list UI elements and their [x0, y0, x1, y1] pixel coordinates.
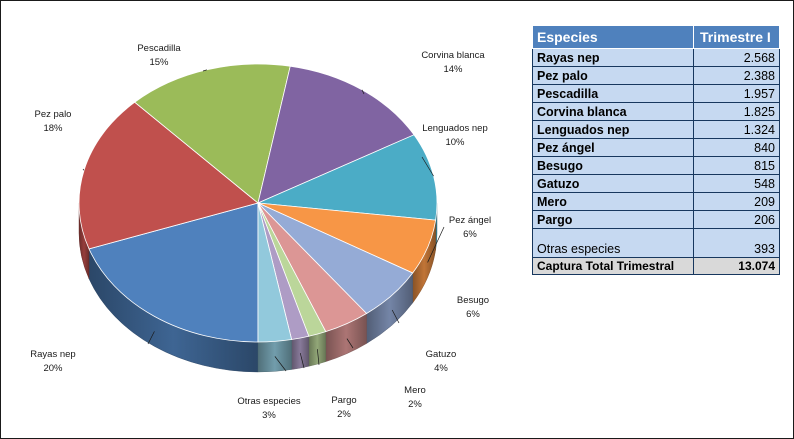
table-row-total: Captura Total Trimestral 13.074 [532, 257, 780, 275]
slice-label: Lenguados nep [422, 123, 488, 134]
pie-slice [78, 101, 259, 250]
slice-label: Otras especies [237, 396, 301, 407]
slice-label: Pescadilla [137, 43, 181, 54]
species-value: 1.825 [693, 102, 780, 121]
slice-percent-label: 4% [434, 363, 448, 374]
slice-percent-label: 14% [443, 64, 463, 75]
species-name: Pez palo [532, 66, 694, 85]
species-value: 1.324 [693, 120, 780, 139]
slice-label: Pez palo [35, 109, 72, 120]
slice-percent-label: 20% [43, 363, 63, 374]
species-value: 209 [693, 192, 780, 211]
table-row: Gatuzo 548 [532, 174, 780, 193]
table-row: Pargo 206 [532, 210, 780, 229]
species-name: Rayas nep [532, 48, 694, 67]
leader-line [427, 226, 445, 263]
species-table: Especies Trimestre I Rayas nep 2.568 Pez … [532, 25, 780, 275]
leader-line [346, 338, 354, 349]
slice-percent-label: 2% [337, 409, 351, 420]
slice-percent-label: 10% [445, 137, 465, 148]
table-row: Pez ángel 840 [532, 138, 780, 157]
species-value: 815 [693, 156, 780, 175]
table-row: Corvina blanca 1.825 [532, 102, 780, 121]
pie-slice-side [308, 331, 326, 367]
leader-line [274, 356, 287, 372]
species-name: Corvina blanca [532, 102, 694, 121]
leader-line [82, 168, 85, 171]
slice-label: Rayas nep [30, 349, 75, 360]
other-species-value: 393 [693, 240, 780, 258]
leader-line [391, 309, 400, 324]
slice-percent-label: 6% [466, 309, 480, 320]
slice-label: Corvina blanca [421, 50, 485, 61]
species-value: 548 [693, 174, 780, 193]
table-row: Besugo 815 [532, 156, 780, 175]
table-row: Pez palo 2.388 [532, 66, 780, 85]
total-value: 13.074 [693, 257, 780, 275]
leader-line [299, 352, 305, 369]
slice-percent-label: 18% [43, 123, 63, 134]
spacer-cell [532, 228, 694, 240]
pie-chart: Rayas nep 20% Pez palo 18% Pescadilla 15% Corv… [30, 43, 491, 421]
table-row: Mero 209 [532, 192, 780, 211]
leader-line [421, 156, 434, 177]
species-value: 206 [693, 210, 780, 229]
slice-label: Besugo [457, 295, 489, 306]
species-name: Pargo [532, 210, 694, 229]
pie-slice [257, 202, 293, 343]
table-row-other: Otras especies 393 [532, 240, 780, 258]
table-header-row: Especies Trimestre I [532, 25, 780, 49]
species-value: 2.388 [693, 66, 780, 85]
pie-slice-side [291, 336, 310, 370]
table-row: Pescadilla 1.957 [532, 84, 780, 103]
slice-percent-label: 2% [408, 399, 422, 410]
leader-line [361, 89, 365, 95]
table-spacer-row [532, 228, 780, 240]
slice-label: Mero [404, 385, 426, 396]
slice-label: Pez ángel [449, 215, 491, 226]
other-species-name: Otras especies [532, 240, 694, 258]
table-row: Rayas nep 2.568 [532, 48, 780, 67]
header-species: Especies [532, 25, 694, 49]
slice-percent-label: 3% [262, 410, 276, 421]
leader-line [147, 331, 155, 345]
slice-label: Pargo [331, 395, 356, 406]
total-label: Captura Total Trimestral [532, 257, 694, 275]
species-name: Besugo [532, 156, 694, 175]
header-quarter: Trimestre I [693, 25, 780, 49]
slice-label: Gatuzo [426, 349, 457, 360]
species-name: Pescadilla [532, 84, 694, 103]
slice-percent-label: 6% [463, 229, 477, 240]
species-name: Pez ángel [532, 138, 694, 157]
species-name: Gatuzo [532, 174, 694, 193]
leader-line [317, 349, 320, 366]
species-value: 2.568 [693, 48, 780, 67]
species-name: Lenguados nep [532, 120, 694, 139]
leader-line [202, 69, 208, 72]
species-value: 1.957 [693, 84, 780, 103]
species-name: Mero [532, 192, 694, 211]
table-row: Lenguados nep 1.324 [532, 120, 780, 139]
pie-slice-side [257, 339, 292, 373]
slice-percent-label: 15% [149, 57, 169, 68]
spacer-cell [693, 228, 780, 240]
species-value: 840 [693, 138, 780, 157]
